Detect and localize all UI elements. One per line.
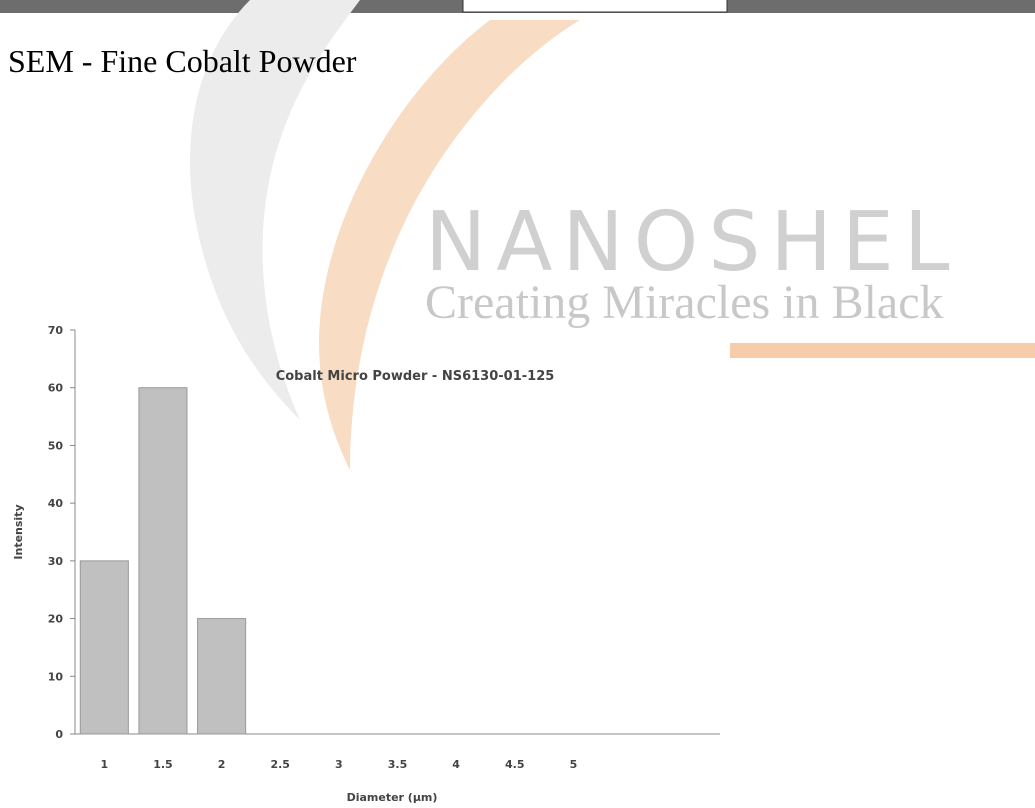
x-tick-label: 3.5 bbox=[388, 758, 408, 771]
page-canvas: SEM - Fine Cobalt Powder NANOSHEL Creati… bbox=[0, 0, 1035, 808]
x-axis-label: Diameter (µm) bbox=[347, 791, 438, 804]
y-tick-label: 10 bbox=[48, 670, 64, 683]
chart-title: Cobalt Micro Powder - NS6130-01-125 bbox=[276, 369, 555, 384]
y-tick-label: 50 bbox=[48, 439, 64, 452]
bar bbox=[198, 619, 246, 734]
y-tick-label: 30 bbox=[48, 555, 64, 568]
y-tick-label: 60 bbox=[48, 382, 64, 395]
y-tick-label: 0 bbox=[55, 728, 63, 741]
watermark-bar bbox=[730, 343, 1035, 358]
x-tick-label: 2 bbox=[218, 758, 226, 771]
y-tick-label: 70 bbox=[48, 324, 64, 337]
bar bbox=[139, 388, 187, 734]
y-axis-label: Intensity bbox=[12, 504, 25, 559]
x-tick-label: 4 bbox=[452, 758, 460, 771]
bar bbox=[80, 561, 128, 734]
x-tick-label: 1 bbox=[100, 758, 108, 771]
x-tick-label: 5 bbox=[570, 758, 578, 771]
x-tick-label: 1.5 bbox=[153, 758, 173, 771]
heading: SEM - Fine Cobalt Powder bbox=[8, 43, 357, 79]
y-tick-label: 20 bbox=[48, 613, 64, 626]
page: SEM - Fine Cobalt Powder NANOSHEL Creati… bbox=[0, 0, 1035, 808]
y-tick-label: 40 bbox=[48, 497, 64, 510]
x-tick-label: 3 bbox=[335, 758, 343, 771]
x-tick-label: 2.5 bbox=[270, 758, 290, 771]
x-tick-label: 4.5 bbox=[505, 758, 525, 771]
image-box bbox=[463, 0, 727, 12]
watermark-tagline: Creating Miracles in Black bbox=[425, 276, 944, 329]
